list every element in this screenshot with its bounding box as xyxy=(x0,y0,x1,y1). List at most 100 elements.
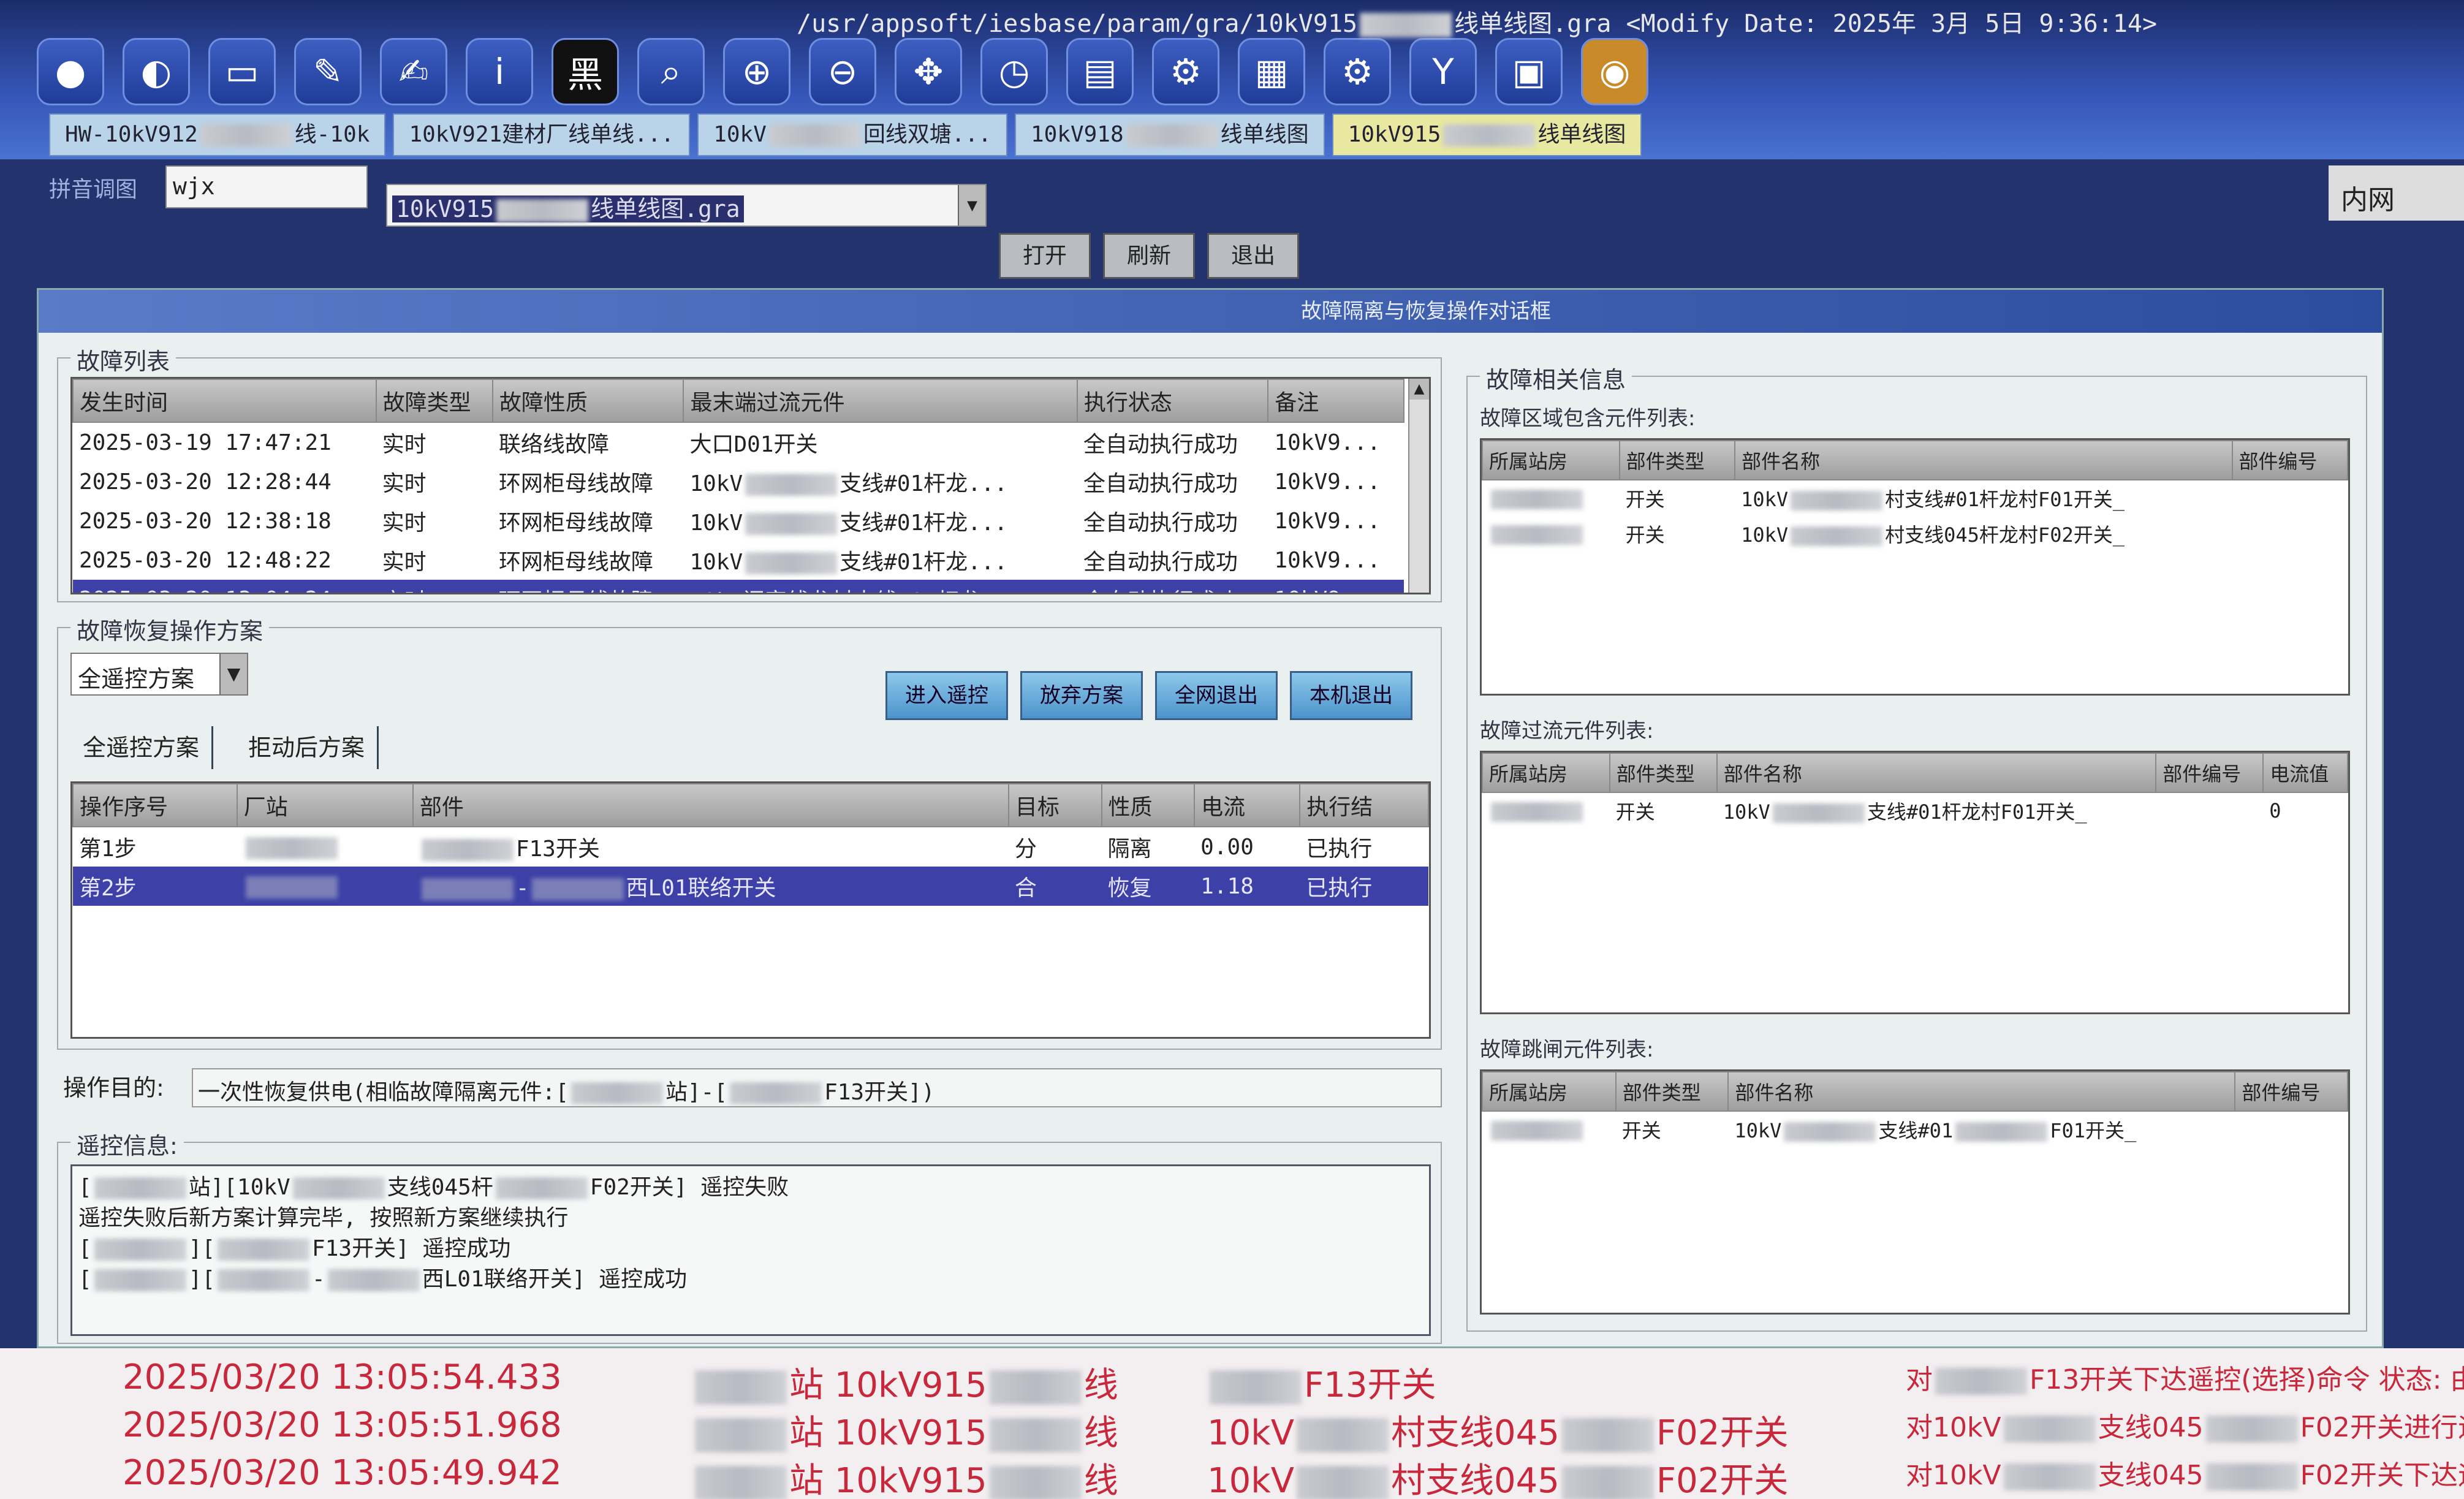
table-cell: 环网柜母线故障 xyxy=(498,550,653,575)
report-icon[interactable]: ▤ xyxy=(1066,38,1134,105)
column-header[interactable]: 部件类型 xyxy=(1609,753,1718,793)
table-row[interactable]: 2025-03-20 13:04:24实时环网柜母线故障 10kV闻家线龙村支线#… xyxy=(73,580,1404,593)
table-row[interactable]: 第1步 F13开关 分 隔离 0.00 已执行 xyxy=(73,827,1428,867)
table-cell xyxy=(1482,480,1620,516)
text-segment: 对10kV xyxy=(1906,1412,2001,1443)
window-tab[interactable]: 10kV 回线双塘... xyxy=(697,113,1007,156)
tool-icon[interactable]: Y xyxy=(1409,38,1477,105)
column-header[interactable]: 目标 xyxy=(1007,783,1102,827)
fit-window-icon[interactable]: ✥ xyxy=(895,38,962,105)
search-chart-icon[interactable]: ⌕ xyxy=(637,38,705,105)
recovery-button-0[interactable]: 进入遥控 xyxy=(885,671,1008,720)
column-header[interactable]: 发生时间 xyxy=(72,379,377,423)
event-line: 站 10kV915 线 xyxy=(692,1357,1118,1407)
column-header[interactable]: 部件编号 xyxy=(2231,440,2348,480)
screen-icon[interactable]: ▣ xyxy=(1495,38,1563,105)
open-button[interactable]: 打开 xyxy=(999,233,1091,279)
monitor-icon[interactable]: ▭ xyxy=(208,38,276,105)
redacted xyxy=(495,1177,588,1199)
window-tab[interactable]: 10kV921建材厂线单线... xyxy=(393,113,691,156)
table-row[interactable]: 开关 10kV 支线#01杆龙村F01开关_ 0 xyxy=(1482,792,2348,829)
recovery-button-2[interactable]: 全网退出 xyxy=(1155,671,1278,720)
alarm-icon[interactable]: ◉ xyxy=(1581,38,1648,105)
column-header[interactable]: 部件类型 xyxy=(1615,1071,1729,1112)
gear-icon[interactable]: ⚙ xyxy=(1324,38,1391,105)
column-header[interactable]: 所属站房 xyxy=(1482,1071,1617,1112)
exit-button[interactable]: 退出 xyxy=(1207,233,1299,279)
pinyin-input[interactable]: wjx xyxy=(165,165,368,208)
recovery-button-3[interactable]: 本机退出 xyxy=(1290,671,1412,720)
redacted xyxy=(730,1082,822,1104)
redacted xyxy=(1491,525,1583,545)
table-row[interactable]: 2025-03-20 12:48:22 实时 环网柜母线故障 10kV 支线#01杆龙.… xyxy=(73,541,1404,580)
column-header[interactable]: 所属站房 xyxy=(1482,440,1620,480)
table-cell xyxy=(2232,480,2348,516)
tab-label: 10kV921建材厂线单线... xyxy=(409,122,675,147)
table-cell: 2025-03-20 12:38:18 xyxy=(79,508,332,534)
column-header[interactable]: 执行状态 xyxy=(1076,379,1269,423)
compass-icon[interactable]: ◐ xyxy=(123,38,190,105)
event-line-text: 站 10kV915 xyxy=(789,1365,987,1405)
settings-doc-icon[interactable]: ⚙ xyxy=(1152,38,1219,105)
table-row[interactable]: 开关 10kV 村支线045杆龙村F02开关_ xyxy=(1482,516,2348,552)
column-header[interactable]: 执行结 xyxy=(1299,783,1429,827)
scrollbar[interactable]: ▲ xyxy=(1408,379,1429,593)
column-header[interactable]: 电流值 xyxy=(2262,753,2348,793)
column-header[interactable]: 故障类型 xyxy=(375,379,493,423)
table-cell: 2025-03-20 12:28:44 xyxy=(79,469,332,495)
column-header[interactable]: 故障性质 xyxy=(491,379,684,423)
window-tab[interactable]: 10kV918 线单线图 xyxy=(1014,113,1325,156)
scheme-select[interactable]: 全遥控方案 ▼ xyxy=(70,653,248,696)
trip-label: 故障跳闸元件列表: xyxy=(1480,1038,1654,1062)
window-tab[interactable]: 10kV915 线单线图 xyxy=(1332,113,1642,156)
zoom-out-icon[interactable]: ⊖ xyxy=(809,38,876,105)
column-header[interactable]: 部件 xyxy=(412,783,1009,827)
scroll-up-icon[interactable]: ▲ xyxy=(1409,379,1429,400)
column-header[interactable]: 部件类型 xyxy=(1618,440,1736,480)
column-header[interactable]: 性质 xyxy=(1101,783,1196,827)
config-icon[interactable]: ▦ xyxy=(1238,38,1305,105)
info-icon[interactable]: i xyxy=(466,38,533,105)
column-header[interactable]: 所属站房 xyxy=(1482,753,1610,793)
column-header[interactable]: 电流 xyxy=(1194,783,1301,827)
table-cell: 0 xyxy=(2269,799,2281,822)
chevron-down-icon[interactable]: ▼ xyxy=(219,654,247,694)
column-header[interactable]: 部件编号 xyxy=(2234,1071,2348,1112)
refresh-button[interactable]: 刷新 xyxy=(1103,233,1195,279)
diagram-combo[interactable]: 10kV915 线单线图.gra ▼ xyxy=(386,184,987,227)
window-tab[interactable]: HW-10kV912 线-10k xyxy=(49,113,386,156)
table-row[interactable]: 2025-03-20 12:28:44 实时 环网柜母线故障 10kV 支线#01杆龙.… xyxy=(73,462,1404,501)
column-header[interactable]: 部件编号 xyxy=(2155,753,2264,793)
table-row[interactable]: 2025-03-19 17:47:21 实时 联络线故障 大口D01开关 全自动执行成功… xyxy=(73,422,1404,462)
remote-group: 遥控信息: [站][10kV 支线045杆 F02开关] 遥控失败 遥控失败后新方案计… xyxy=(57,1127,1442,1344)
table-cell: 恢复 xyxy=(1101,867,1195,906)
text-segment: 10kV xyxy=(689,471,743,496)
column-header[interactable]: 部件名称 xyxy=(1727,1071,2236,1112)
stamp-icon[interactable]: ● xyxy=(37,38,104,105)
table-row[interactable]: 2025-03-20 12:38:18 实时 环网柜母线故障 10kV 支线#01杆龙.… xyxy=(73,501,1404,541)
column-header[interactable]: 操作序号 xyxy=(72,783,238,827)
scheme-tab[interactable]: 全遥控方案 xyxy=(70,726,214,769)
edit-icon[interactable]: ✎ xyxy=(294,38,362,105)
zoom-in-icon[interactable]: ⊕ xyxy=(723,38,790,105)
black-mode-icon[interactable]: 黑 xyxy=(552,38,619,105)
recovery-button-1[interactable]: 放弃方案 xyxy=(1020,671,1143,720)
sign-icon[interactable]: ✍ xyxy=(380,38,447,105)
clock-icon[interactable]: ◷ xyxy=(980,38,1048,105)
table-row[interactable]: 第2步 - 西L01联络开关 合恢复 1.18 已执行 xyxy=(73,867,1428,906)
redacted xyxy=(1210,1370,1302,1405)
column-header[interactable]: 备注 xyxy=(1267,379,1404,423)
event-message: 对10kV 支线045 F02开关进行遥控 xyxy=(1906,1405,2464,1444)
text-segment: F13开关 xyxy=(1304,1365,1436,1405)
column-header[interactable]: 部件名称 xyxy=(1734,440,2233,480)
table-row[interactable]: 开关 10kV 支线#01 F01开关_ xyxy=(1482,1111,2348,1147)
column-header[interactable]: 厂站 xyxy=(236,783,414,827)
table-cell: 10kV9... xyxy=(1274,469,1381,495)
text-segment: 10kV xyxy=(1741,523,1789,547)
chevron-down-icon[interactable]: ▼ xyxy=(958,185,985,226)
table-row[interactable]: 开关 10kV 村支线#01杆龙村F01开关_ xyxy=(1482,480,2348,516)
column-header[interactable]: 最末端过流元件 xyxy=(683,379,1078,423)
scheme-tab[interactable]: 拒动后方案 xyxy=(236,726,379,769)
column-header[interactable]: 部件名称 xyxy=(1716,753,2157,793)
window-title: /usr/appsoft/iesbase/param/gra/10kV915 线单… xyxy=(797,4,2157,39)
